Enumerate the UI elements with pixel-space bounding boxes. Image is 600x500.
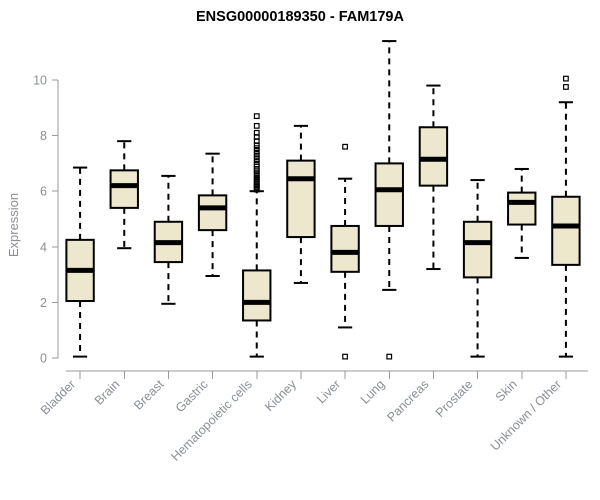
interquartile-box (551, 195, 581, 266)
boxplot-box (330, 143, 360, 360)
x-axis-category-label: Hematopoietic cells (168, 377, 255, 464)
x-axis-category-label: Breast (131, 377, 167, 413)
x-axis-category-label: Lung (358, 377, 388, 407)
outlier-point (386, 353, 393, 360)
boxplot-box (242, 113, 272, 358)
boxplot-box (462, 179, 493, 358)
x-axis-category-label: Bladder (38, 377, 78, 417)
boxplot-box (374, 40, 404, 360)
x-axis-category-label: Gastric (173, 377, 211, 415)
x-axis-category-label: Kidney (262, 377, 299, 414)
outlier-point (563, 75, 569, 82)
y-axis-tick-label: 2 (40, 296, 47, 310)
outlier-point (253, 113, 260, 120)
x-axis-category-label: Skin (493, 377, 520, 404)
boxplot-box (286, 124, 316, 284)
boxplot-box (197, 152, 228, 277)
x-axis-category-label: Brain (92, 377, 123, 408)
y-axis-tick-label: 4 (40, 240, 47, 254)
interquartile-box (242, 269, 272, 322)
boxplot-box (418, 84, 449, 271)
interquartile-box (374, 162, 404, 227)
boxplot-box (551, 75, 581, 358)
y-axis-tick-label: 6 (40, 185, 47, 199)
interquartile-box (507, 191, 537, 226)
boxplot-box (153, 174, 184, 305)
interquartile-box (462, 220, 493, 279)
y-axis-title: Expression (6, 193, 21, 257)
outlier-point (253, 186, 260, 193)
chart-title: ENSG00000189350 - FAM179A (196, 9, 404, 25)
x-axis-category-label: Liver (314, 377, 343, 406)
outlier-point (563, 84, 569, 90)
interquartile-box (330, 224, 360, 273)
outlier-point (253, 122, 260, 129)
boxplot-box (65, 166, 95, 358)
interquartile-box (197, 194, 228, 232)
boxplot-box (109, 140, 139, 250)
outlier-point (342, 143, 348, 150)
interquartile-box (286, 159, 316, 239)
interquartile-box (418, 126, 449, 187)
outlier-point (342, 353, 348, 360)
x-axis-category-label: Prostate (433, 377, 476, 420)
boxplot-box (507, 167, 537, 259)
y-axis-tick-label: 8 (40, 129, 47, 143)
x-axis-category-label: Pancreas (384, 377, 431, 424)
interquartile-box (109, 169, 139, 209)
y-axis-tick-label: 10 (33, 74, 47, 88)
y-axis-tick-label: 0 (40, 352, 47, 366)
